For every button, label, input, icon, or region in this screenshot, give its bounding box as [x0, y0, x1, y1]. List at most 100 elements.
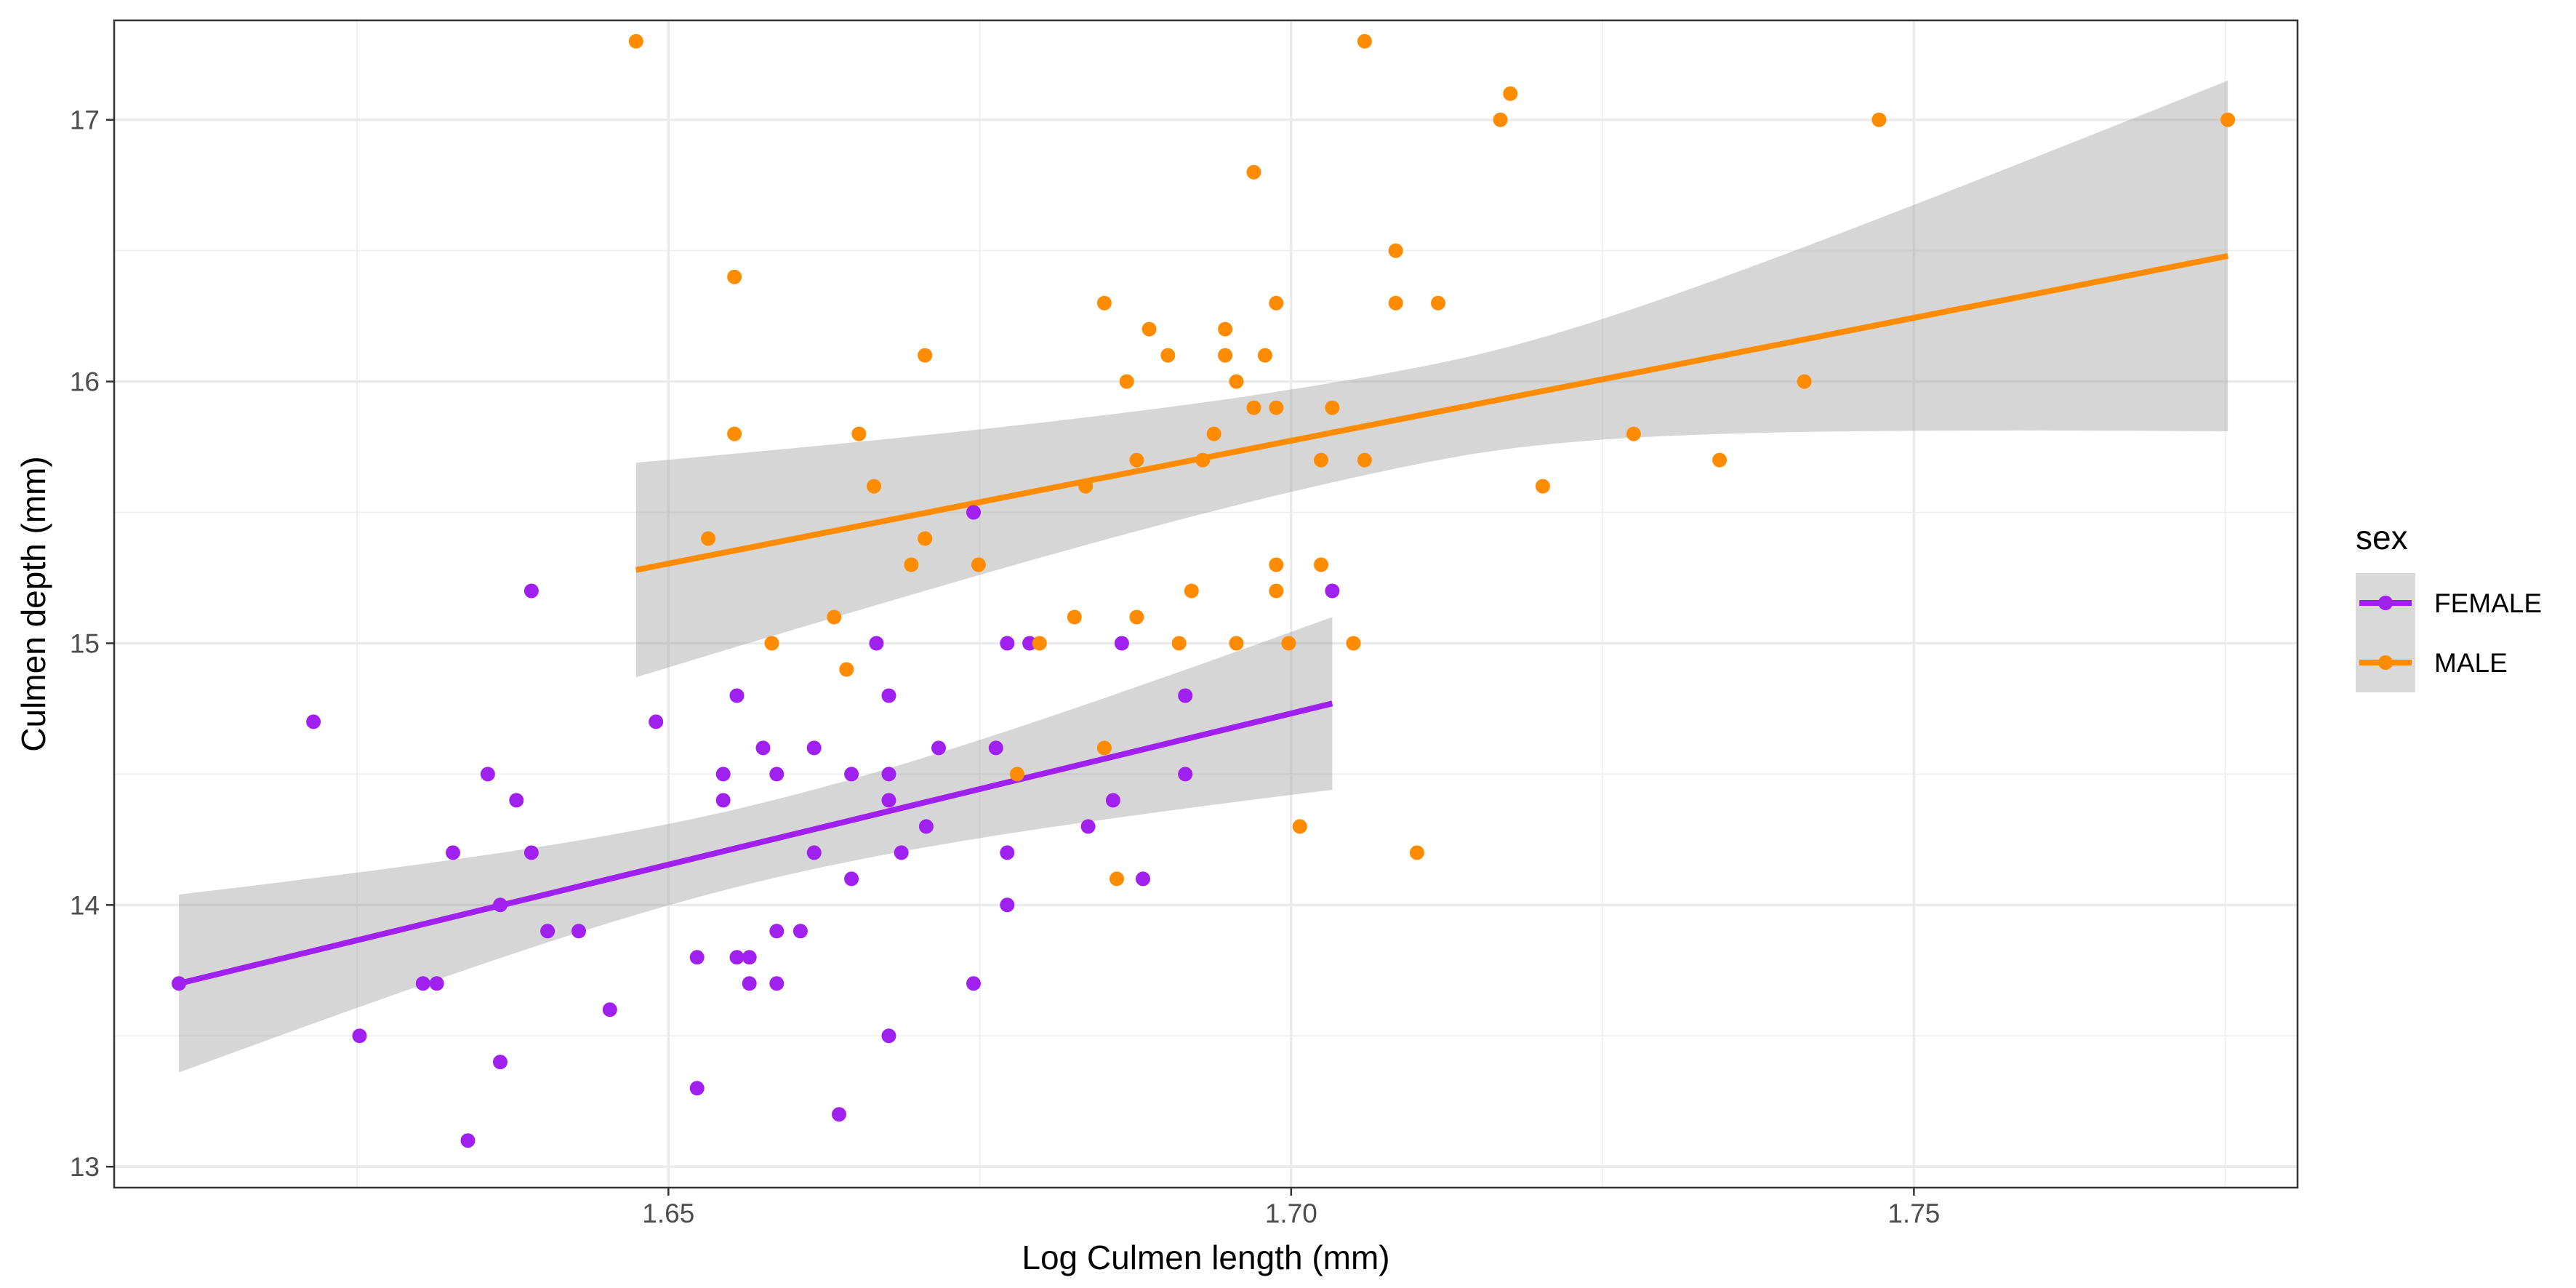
point-male: [1246, 164, 1261, 180]
y-tick-label: 14: [70, 890, 100, 920]
point-male: [1503, 86, 1518, 101]
x-axis-ticks: 1.65 1.70 1.75: [642, 1188, 1940, 1228]
point-female: [415, 976, 430, 991]
point-female: [881, 688, 896, 703]
point-male: [851, 426, 867, 441]
legend-entries: FEMALE MALE: [2356, 573, 2542, 692]
point-male: [1229, 636, 1244, 651]
point-female: [509, 793, 524, 808]
point-female: [793, 924, 808, 939]
point-male: [839, 662, 854, 677]
point-male: [1257, 348, 1272, 363]
point-female: [1325, 583, 1340, 599]
point-male: [1218, 321, 1233, 337]
point-male: [1206, 426, 1221, 441]
point-female: [742, 976, 757, 991]
point-male: [1269, 295, 1284, 311]
point-male: [1119, 374, 1134, 389]
point-male: [1032, 636, 1047, 651]
point-male: [1269, 400, 1284, 415]
x-tick-label: 1.75: [1887, 1199, 1940, 1228]
point-male: [764, 636, 779, 651]
point-female: [429, 976, 444, 991]
point-male: [1171, 636, 1187, 651]
point-male: [727, 426, 742, 441]
point-male: [1712, 452, 1728, 468]
y-axis-ticks: 13 14 15 16 17: [70, 105, 114, 1182]
point-male: [1129, 609, 1144, 625]
point-female: [689, 950, 705, 965]
point-male: [1096, 295, 1112, 311]
point-female: [1105, 793, 1120, 808]
point-female: [1136, 871, 1150, 887]
point-female: [832, 1107, 846, 1122]
point-female: [1114, 636, 1129, 651]
point-female: [729, 950, 745, 965]
point-female: [1022, 636, 1038, 651]
point-female: [769, 976, 785, 991]
point-female: [715, 767, 731, 782]
point-female: [894, 845, 909, 860]
point-female: [460, 1133, 476, 1148]
legend-label-female: FEMALE: [2434, 588, 2542, 618]
point-female: [446, 845, 460, 860]
legend-key-point: [2378, 596, 2393, 610]
minor-grid: [114, 20, 2298, 1188]
point-male: [904, 557, 919, 572]
point-male: [1160, 348, 1176, 363]
point-female: [352, 1028, 367, 1044]
point-female: [715, 793, 731, 808]
point-male: [1409, 845, 1424, 860]
point-female: [806, 845, 822, 860]
point-female: [806, 740, 822, 756]
point-male: [1218, 348, 1233, 363]
point-female: [172, 976, 187, 991]
y-tick-label: 17: [70, 105, 100, 135]
point-female: [881, 793, 896, 808]
point-female: [881, 767, 896, 782]
point-female: [1000, 845, 1015, 860]
x-tick-label: 1.70: [1265, 1199, 1317, 1228]
point-male: [827, 609, 842, 625]
point-male: [1357, 452, 1372, 468]
point-male: [1797, 374, 1812, 389]
legend-key-point: [2378, 655, 2393, 670]
point-female: [1000, 636, 1015, 651]
point-male: [1078, 479, 1094, 494]
point-male: [1067, 609, 1082, 625]
point-male: [1626, 426, 1641, 441]
y-axis-title: Culmen depth (mm): [15, 456, 52, 751]
point-female: [649, 714, 664, 729]
point-female: [602, 1002, 617, 1017]
point-male: [1431, 295, 1445, 311]
point-male: [1195, 452, 1211, 468]
point-male: [1346, 636, 1361, 651]
point-male: [1325, 400, 1340, 415]
point-female: [844, 871, 859, 887]
point-female: [769, 767, 785, 782]
fit-line-male: [635, 252, 2228, 573]
point-female: [869, 636, 884, 651]
point-male: [1010, 767, 1024, 782]
fit-line-female: [178, 700, 1333, 987]
point-female: [1000, 897, 1015, 913]
confidence-band-male: [635, 80, 2228, 678]
point-male: [1388, 243, 1403, 258]
point-female: [523, 845, 539, 860]
point-male: [1314, 452, 1328, 468]
point-female: [493, 897, 507, 913]
point-male: [1871, 112, 1887, 127]
y-tick-label: 15: [70, 628, 100, 658]
point-male: [1314, 557, 1328, 572]
point-male: [2220, 112, 2236, 127]
point-female: [540, 924, 555, 939]
point-male: [1269, 557, 1284, 572]
point-female: [769, 924, 785, 939]
y-tick-label: 16: [70, 367, 100, 397]
point-female: [729, 688, 745, 703]
confidence-ribbons: [179, 80, 2228, 1073]
point-male: [918, 348, 933, 363]
point-male: [1535, 479, 1550, 494]
legend: sex FEMALE MALE: [2356, 519, 2542, 692]
